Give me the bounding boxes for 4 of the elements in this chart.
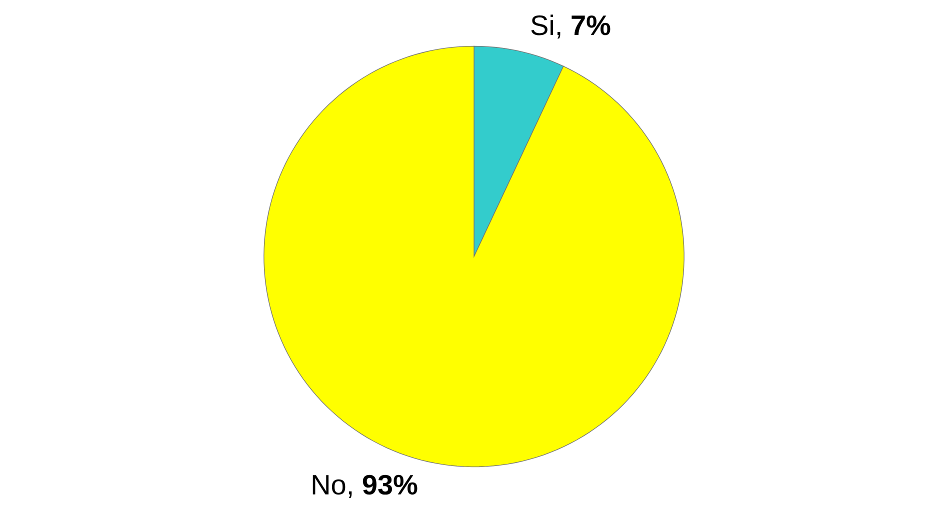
data-label: , 7% [557, 15, 610, 39]
slice-label: Si [531, 14, 554, 36]
slice-label: No [312, 475, 346, 495]
data-label: , 93% [348, 474, 418, 498]
